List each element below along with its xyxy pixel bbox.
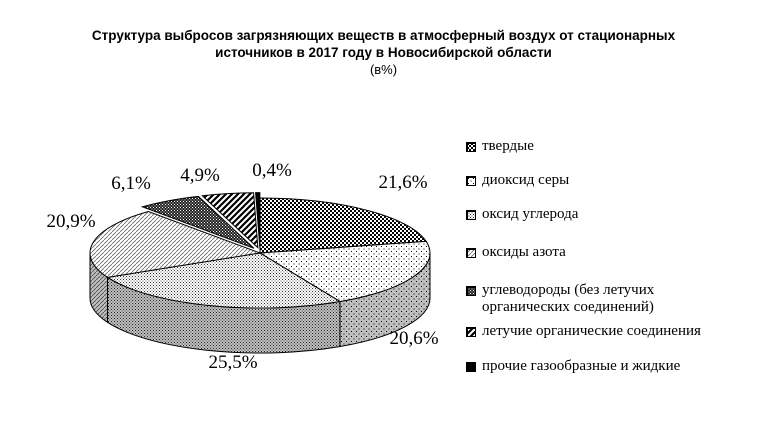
legend-swatch xyxy=(466,327,476,337)
pie-slice xyxy=(89,210,262,278)
pie-slice xyxy=(140,195,255,249)
slice-value-label: 20,9% xyxy=(46,211,95,232)
pie-slice xyxy=(201,192,259,249)
slice-value-label: 4,9% xyxy=(180,165,220,186)
legend-label: прочие газообразные и жидкие xyxy=(482,358,681,374)
slice-value-label: 25,5% xyxy=(208,352,257,373)
chart-title-line-1: Структура выбросов загрязняющих веществ … xyxy=(91,28,676,43)
legend-label: углеводороды (без летучих органических с… xyxy=(482,282,655,315)
pie-side-shade xyxy=(107,277,341,353)
legend-swatch xyxy=(466,210,476,220)
legend-label: твердые xyxy=(482,138,534,154)
pie-slice xyxy=(255,192,261,248)
legend-label: диоксид серы xyxy=(482,172,570,188)
legend-swatch xyxy=(466,176,476,186)
pie-slice xyxy=(258,240,431,303)
slice-value-label: 0,4% xyxy=(252,160,292,181)
pie-slice xyxy=(106,252,342,309)
slice-value-label: 21,6% xyxy=(378,172,427,193)
legend-swatch xyxy=(466,142,476,152)
pie-slice xyxy=(259,197,428,254)
slice-value-label: 6,1% xyxy=(111,173,151,194)
legend-swatch xyxy=(466,248,476,258)
legend-swatch xyxy=(466,362,476,372)
slice-value-label: 20,6% xyxy=(389,328,438,349)
legend-label: оксиды азота xyxy=(482,244,566,260)
legend-label: оксид углерода xyxy=(482,206,579,222)
pie-side-shade xyxy=(90,253,108,323)
legend-label: летучие органические соединения xyxy=(482,323,701,339)
chart-title-line-2: источников в 2017 году в Новосибирской о… xyxy=(215,45,552,60)
chart-subtitle: (в%) xyxy=(369,62,398,77)
pie-side-shade xyxy=(340,253,430,347)
legend-swatch xyxy=(466,286,476,296)
